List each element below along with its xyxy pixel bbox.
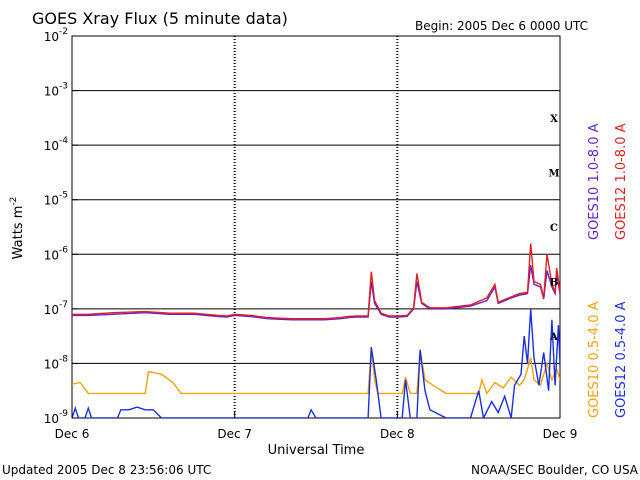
begin-time-label: Begin: 2005 Dec 6 0000 UTC — [415, 19, 588, 33]
y-tick-label: 10-8 — [44, 354, 69, 371]
y-tick-base: 10 — [44, 248, 59, 262]
y-tick-label: 10-7 — [44, 300, 68, 317]
series-line-goes12-1-0-8-0-a — [72, 243, 560, 320]
flare-class-m: M — [548, 168, 559, 179]
flare-class-labels: X M C B A — [548, 114, 559, 343]
y-tick-base: 10 — [44, 303, 59, 317]
y-tick-exponent: -4 — [59, 136, 68, 146]
x-tick-label: Dec 8 — [380, 427, 415, 441]
legend-entry: GOES12 0.5-4.0 A — [614, 301, 629, 418]
legend-entry: GOES12 1.0-8.0 A — [614, 123, 629, 240]
y-tick-exponent: -3 — [59, 82, 68, 92]
y-tick-base: 10 — [44, 85, 59, 99]
y-tick-label: 10-2 — [44, 27, 68, 44]
y-tick-base: 10 — [44, 139, 59, 153]
x-axis-label: Universal Time — [268, 443, 365, 458]
plot-frame — [71, 35, 561, 419]
y-tick-exponent: -6 — [59, 245, 68, 255]
flare-class-c: C — [550, 223, 558, 234]
x-tick-label: Dec 9 — [543, 427, 578, 441]
y-axis-label-exponent: -2 — [9, 197, 19, 206]
legend-entry: GOES10 0.5-4.0 A — [587, 301, 602, 418]
y-tick-label: 10-6 — [44, 245, 69, 262]
series-line-goes10-1-0-8-0-a — [72, 265, 560, 321]
flare-class-b: B — [550, 278, 558, 289]
svg-text:Watts m-2: Watts m-2 — [9, 197, 26, 260]
series-line-goes10-0-5-4-0-a — [72, 349, 560, 395]
series-line-goes12-0-5-4-0-a — [72, 308, 560, 418]
legend: GOES10 1.0-8.0 A GOES12 1.0-8.0 A GOES10 0… — [587, 123, 629, 418]
y-axis-label-base: Watts m — [11, 206, 26, 260]
chart-title: GOES Xray Flux (5 minute data) — [32, 9, 288, 28]
y-tick-exponent: -2 — [59, 27, 68, 37]
y-axis: 10-210-310-410-510-610-710-810-9 — [44, 27, 78, 426]
y-tick-base: 10 — [44, 30, 59, 44]
source-credit: NOAA/SEC Boulder, CO USA — [471, 463, 639, 477]
x-tick-label: Dec 7 — [217, 427, 252, 441]
updated-timestamp: Updated 2005 Dec 8 23:56:06 UTC — [2, 463, 211, 477]
grid-lines — [72, 36, 560, 418]
flare-class-x: X — [550, 114, 558, 125]
y-tick-label: 10-4 — [44, 136, 69, 153]
y-tick-label: 10-5 — [44, 191, 68, 208]
plot-border — [71, 35, 561, 419]
series-layer — [72, 243, 560, 418]
y-axis-label: Watts m-2 — [9, 197, 26, 260]
y-tick-exponent: -5 — [59, 191, 68, 201]
y-tick-base: 10 — [44, 412, 59, 426]
y-tick-base: 10 — [44, 194, 59, 208]
y-tick-base: 10 — [44, 357, 59, 371]
y-tick-label: 10-9 — [44, 409, 69, 426]
x-axis: Dec 6 Dec 7 Dec 8 Dec 9 — [55, 412, 578, 441]
y-tick-exponent: -8 — [59, 354, 68, 364]
flare-class-a: A — [549, 332, 558, 343]
y-tick-exponent: -9 — [59, 409, 68, 419]
y-tick-exponent: -7 — [59, 300, 68, 310]
y-tick-label: 10-3 — [44, 82, 68, 99]
x-tick-label: Dec 6 — [55, 427, 90, 441]
legend-entry: GOES10 1.0-8.0 A — [587, 123, 602, 240]
